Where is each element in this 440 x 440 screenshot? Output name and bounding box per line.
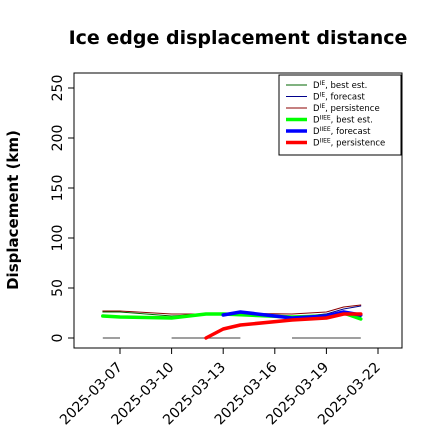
- y-tick-label: 200: [50, 125, 66, 152]
- legend-entry: DIE, forecast: [313, 92, 366, 103]
- chart-title: Ice edge displacement distance: [69, 27, 408, 49]
- legend-entry: DIIEE, best est.: [313, 115, 373, 126]
- legend-entry: DIIEE, persistence: [313, 138, 385, 149]
- y-tick-label: 100: [50, 225, 66, 252]
- y-axis: 0 50 100 150 200 250: [50, 75, 74, 343]
- plot-frame: [73, 72, 403, 349]
- y-tick-label: 50: [50, 279, 66, 297]
- x-axis: 2025-03-072025-03-102025-03-132025-03-16…: [57, 348, 384, 428]
- series-line: [204, 312, 363, 340]
- y-tick-label: 150: [50, 175, 66, 202]
- legend-entry: DIIEE, forecast: [313, 126, 371, 137]
- legend-entry: DIE, best est.: [313, 80, 367, 91]
- series-layer: [101, 304, 363, 340]
- y-tick-label: 250: [50, 75, 66, 102]
- legend-entry: DIE, persistence: [313, 103, 380, 114]
- y-tick-label: 0: [50, 334, 66, 343]
- y-axis-label: Displacement (km): [4, 130, 22, 290]
